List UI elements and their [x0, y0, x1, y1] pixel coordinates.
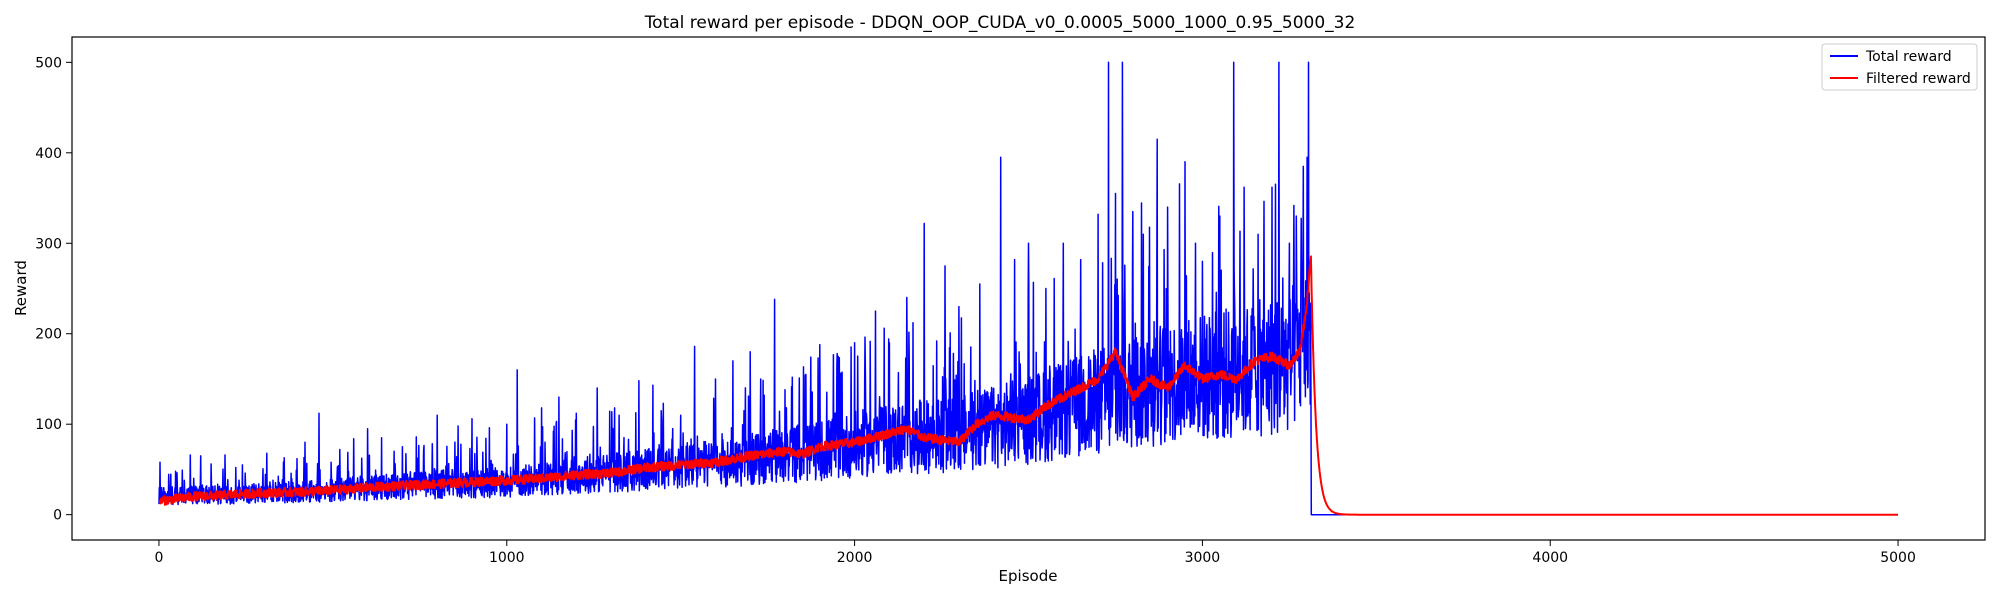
x-axis-label: Episode — [999, 567, 1058, 585]
legend: Total reward Filtered reward — [1821, 43, 1978, 91]
y-axis-label: Reward — [12, 260, 30, 316]
x-tick-label: 5000 — [1880, 550, 1916, 566]
plot-area — [71, 36, 1986, 541]
y-tick-label: 400 — [35, 146, 62, 162]
y-axis-ticks: 0 100 200 300 400 500 — [35, 55, 72, 524]
legend-box — [1821, 43, 1978, 91]
x-tick-label: 2000 — [837, 550, 873, 566]
x-tick-label: 4000 — [1532, 550, 1568, 566]
series-layer — [158, 61, 1899, 516]
plot-frame — [71, 36, 1986, 541]
chart-title: Total reward per episode - DDQN_OOP_CUDA… — [644, 13, 1356, 33]
legend-label-filtered-reward: Filtered reward — [1866, 71, 1971, 87]
legend-label-total-reward: Total reward — [1865, 49, 1952, 65]
x-tick-label: 1000 — [489, 550, 525, 566]
y-tick-label: 100 — [35, 417, 62, 433]
series-filtered-reward-line — [158, 255, 1899, 516]
y-tick-label: 200 — [35, 327, 62, 343]
x-axis-ticks: 0 1000 2000 3000 4000 5000 — [154, 540, 1916, 566]
y-tick-label: 300 — [35, 236, 62, 252]
x-tick-label: 3000 — [1185, 550, 1221, 566]
y-tick-label: 0 — [53, 508, 62, 524]
x-tick-label: 0 — [154, 550, 163, 566]
y-tick-label: 500 — [35, 55, 62, 71]
